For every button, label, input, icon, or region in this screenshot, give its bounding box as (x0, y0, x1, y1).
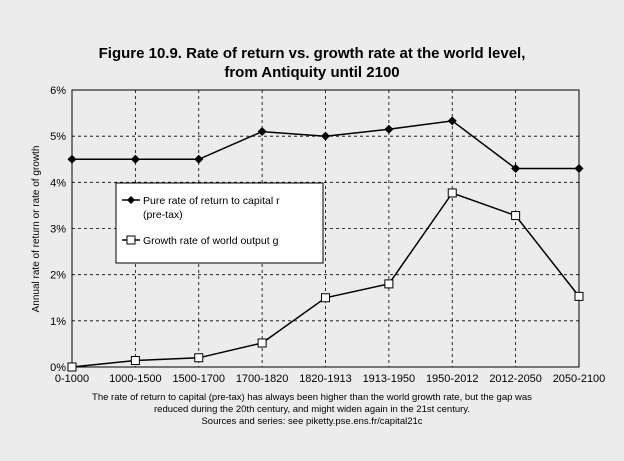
data-point-r (321, 131, 330, 141)
series-layer (67, 116, 584, 372)
caption-line: reduced during the 20th century, and mig… (154, 404, 470, 415)
y-tick-label: 2% (50, 270, 66, 282)
y-tick-label: 0% (50, 362, 66, 374)
x-tick-label: 1700-1820 (236, 373, 289, 385)
legend-label-g: Growth rate of world output g (143, 235, 279, 247)
data-point-g (257, 338, 267, 348)
x-axis-ticks: 0-1000 1000-1500 1500-1700 1700-1820 1820-19… (55, 373, 605, 385)
data-point-r (447, 116, 457, 126)
data-point-g (67, 362, 77, 372)
data-point-r (511, 163, 521, 173)
y-tick-label: 1% (50, 316, 66, 328)
data-point-g (321, 293, 330, 303)
data-point-g (384, 279, 394, 289)
chart-title-line: from Antiquity until 2100 (224, 64, 400, 81)
data-point-g (511, 211, 521, 221)
chart-title: Figure 10.9. Rate of return vs. growth r… (0, 44, 624, 82)
y-tick-label: 6% (50, 85, 66, 97)
x-tick-label: 0-1000 (55, 373, 89, 385)
data-point-r (67, 154, 77, 164)
y-axis-label: Annual rate of return or rate of growth (31, 146, 42, 313)
legend-marker-g (126, 235, 136, 245)
data-point-r (257, 127, 267, 137)
caption-line: The rate of return to capital (pre-tax) … (92, 392, 532, 403)
data-point-r (130, 154, 140, 164)
chart-title-line: Figure 10.9. Rate of return vs. growth r… (98, 45, 526, 62)
data-point-g (130, 356, 140, 366)
chart-caption: The rate of return to capital (pre-tax) … (0, 392, 624, 428)
x-tick-label: 2012-2050 (489, 373, 542, 385)
data-point-g (447, 188, 457, 198)
y-axis-ticks: 0% 1% 2% 3% 4% 5% 6% (50, 85, 66, 374)
legend: Pure rate of return to capital r (pre-ta… (115, 182, 324, 264)
legend-label-r-line1: Pure rate of return to capital r (143, 195, 280, 207)
x-tick-label: 1913-1950 (363, 373, 416, 385)
x-tick-label: 1950-2012 (426, 373, 479, 385)
data-point-r (574, 163, 584, 173)
legend-label-r-line2: (pre-tax) (143, 209, 183, 221)
data-point-r (194, 154, 204, 164)
x-tick-label: 1820-1913 (299, 373, 352, 385)
data-point-g (574, 291, 584, 301)
caption-line: Sources and series: see piketty.pse.ens.… (201, 416, 423, 427)
y-tick-label: 4% (50, 177, 66, 189)
x-tick-label: 1000-1500 (109, 373, 162, 385)
x-tick-label: 2050-2100 (553, 373, 606, 385)
data-point-g (194, 353, 204, 363)
legend-box (115, 182, 324, 264)
data-point-r (384, 124, 394, 134)
y-tick-label: 5% (50, 131, 66, 143)
x-tick-label: 1500-1700 (172, 373, 225, 385)
legend-marker-r (127, 196, 135, 204)
plot-area-border (71, 89, 580, 368)
y-tick-label: 3% (50, 224, 66, 236)
